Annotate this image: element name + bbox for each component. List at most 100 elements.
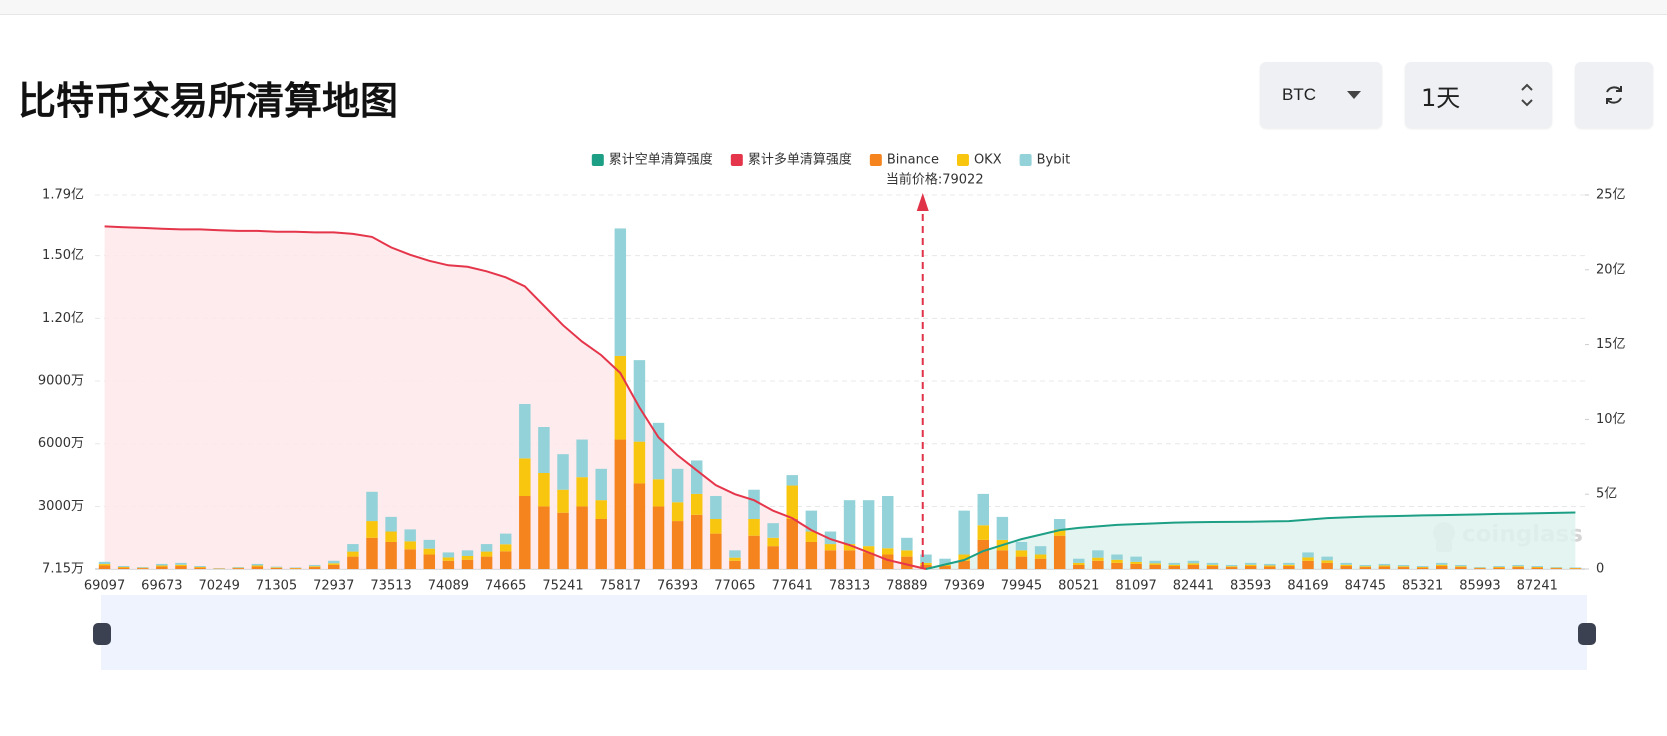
bar-segment	[461, 559, 474, 569]
bar-segment	[786, 518, 798, 569]
x-tick-label: 77065	[714, 579, 755, 594]
bar-segment	[289, 567, 302, 568]
bar-segment	[1053, 529, 1066, 536]
bar-segment	[729, 550, 741, 558]
bar-segment	[767, 537, 779, 547]
bar-segment	[519, 404, 531, 459]
legend-label: Bybit	[1037, 153, 1071, 168]
bar-segment	[251, 566, 264, 569]
line	[925, 511, 1576, 570]
bar-segment	[958, 510, 970, 555]
bar-segment	[194, 566, 206, 567]
bar-segment	[633, 360, 646, 442]
x-tick-label: 82441	[1173, 579, 1214, 594]
bar-segment	[576, 439, 588, 478]
x-tick-label: 76393	[657, 579, 698, 594]
bar-segment	[920, 554, 932, 563]
bar-segment	[194, 567, 206, 569]
bar-segment	[347, 556, 359, 569]
lines	[104, 225, 1576, 570]
bar-segment	[1206, 566, 1219, 569]
bar-segment	[1321, 560, 1333, 563]
bar-segment	[1340, 564, 1352, 567]
bar-segment	[958, 560, 970, 569]
y2-tick-label: 20亿	[1596, 262, 1626, 277]
bar-segment	[1206, 562, 1219, 565]
bar-segment	[117, 566, 130, 567]
bar-segment	[633, 483, 646, 569]
bar-segment	[729, 560, 741, 569]
bar-segment	[786, 485, 798, 519]
zoom-slider[interactable]	[101, 595, 1587, 670]
bar-segment	[614, 228, 627, 356]
x-tick-label: 72937	[313, 579, 354, 594]
y2-tick-label: 5亿	[1596, 487, 1617, 502]
bar-segment	[1168, 566, 1181, 569]
bar-segment	[1244, 564, 1257, 567]
bar-segment	[748, 518, 760, 536]
bar-segment	[385, 531, 397, 542]
x-tick-label: 69097	[84, 579, 125, 594]
bar-segment	[595, 518, 607, 569]
y-tick-label: 7.15万	[42, 562, 84, 577]
bar-segment	[671, 502, 684, 522]
bar-segment	[366, 521, 378, 538]
bar-segment	[156, 563, 168, 566]
bar-segment	[691, 514, 703, 569]
bar-segment	[1073, 562, 1085, 565]
bar-segment	[557, 489, 569, 513]
bar-segment	[270, 567, 283, 568]
period-select-label: 1天	[1421, 83, 1461, 112]
refresh-button[interactable]	[1575, 62, 1653, 128]
bar-segment	[251, 565, 264, 567]
bar-segment	[939, 558, 951, 565]
bar-segment	[1073, 558, 1085, 563]
bar-segment	[671, 521, 684, 569]
bar-segment	[1149, 563, 1161, 565]
bar-segment	[1168, 562, 1181, 565]
bar-segment	[98, 565, 111, 569]
top-bar	[0, 0, 1667, 15]
bar-segment	[652, 506, 665, 569]
bar-segment	[1493, 566, 1505, 567]
bar-segment	[1264, 563, 1276, 566]
bar-segment	[289, 568, 302, 569]
bar-segment	[1015, 541, 1028, 551]
bar-segment	[1130, 556, 1142, 562]
bar-segment	[1531, 566, 1543, 568]
legend-swatch	[956, 154, 969, 166]
bar-segment	[710, 495, 722, 519]
bar-segment	[882, 548, 894, 555]
bar-segment	[920, 564, 932, 569]
zoom-handle-left[interactable]	[93, 623, 111, 645]
bar-segment	[538, 427, 550, 473]
bar-segment	[1493, 566, 1505, 568]
bar-segment	[1244, 566, 1257, 569]
bar-segment	[1130, 563, 1142, 569]
bar-segment	[1474, 568, 1486, 569]
bar-segment	[251, 563, 264, 566]
coin-select[interactable]: BTC	[1260, 62, 1382, 128]
bar-segment	[1302, 560, 1314, 569]
bar-segment	[614, 355, 627, 440]
bar-segment	[270, 567, 283, 569]
x-tick-label: 77641	[772, 579, 813, 594]
x-tick-label: 79369	[943, 579, 984, 594]
x-tick-label: 84745	[1345, 579, 1386, 594]
bar-segment	[1569, 568, 1582, 569]
bar-segment	[901, 550, 913, 557]
bar-segment	[977, 525, 989, 540]
bar-segment	[729, 557, 741, 561]
bar-segment	[1436, 562, 1448, 565]
bar-segment	[1034, 558, 1047, 569]
period-select[interactable]: 1天	[1405, 62, 1552, 128]
bar-segment	[767, 523, 779, 538]
bar-segment	[882, 554, 894, 569]
zoom-handle-right[interactable]	[1578, 623, 1596, 645]
bar-segment	[328, 560, 340, 564]
y-tick-label: 6000万	[38, 436, 84, 451]
bar-segment	[595, 468, 607, 501]
bar-segment	[1111, 559, 1123, 563]
bar-segment	[1092, 557, 1104, 561]
